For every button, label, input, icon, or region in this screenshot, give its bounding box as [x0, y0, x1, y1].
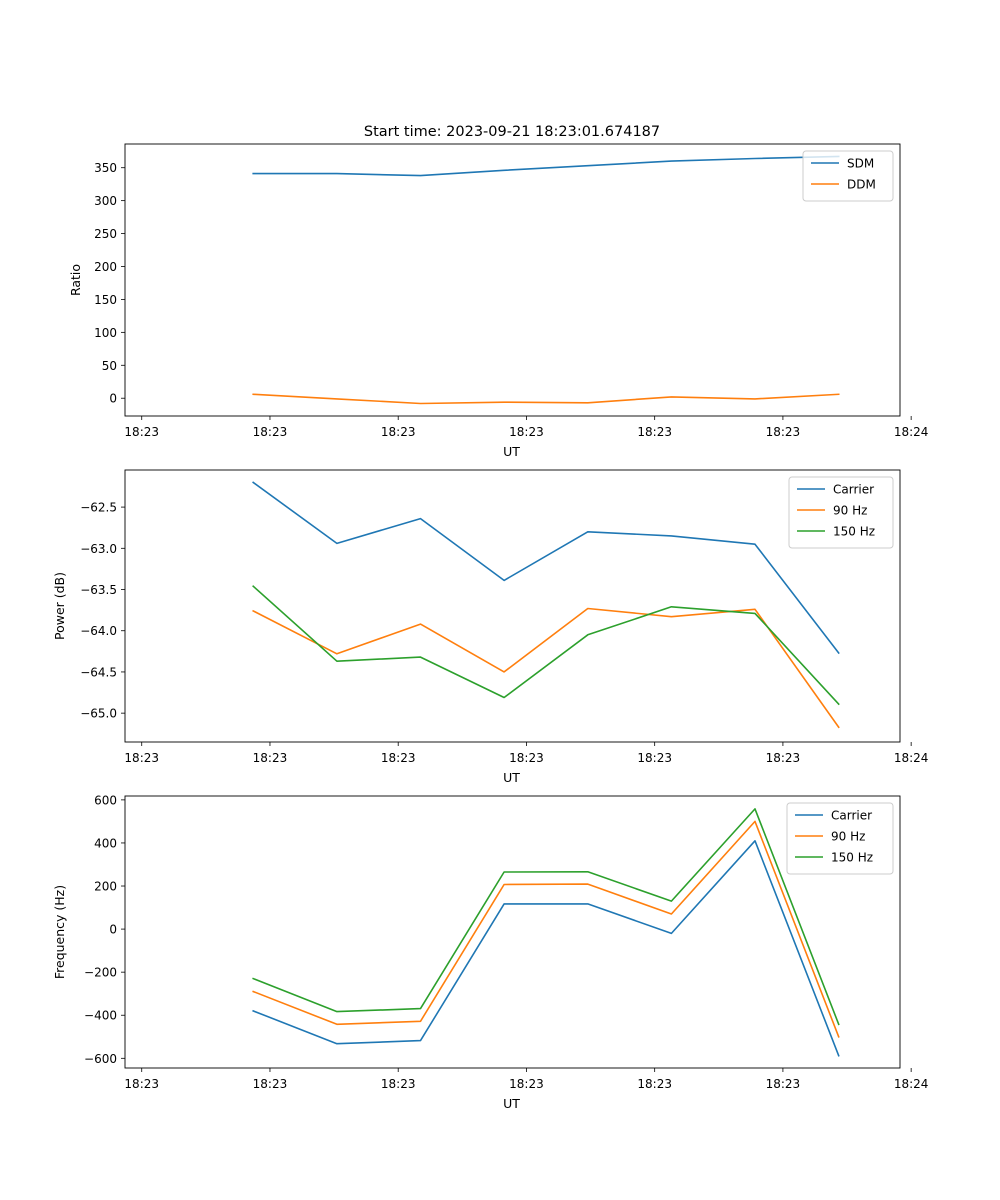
x-tick-label: 18:23 [253, 425, 288, 439]
x-tick-label: 18:23 [124, 751, 159, 765]
y-tick-label: −64.0 [80, 624, 117, 638]
series-line-sdm [252, 155, 840, 177]
x-tick-label: 18:23 [509, 751, 544, 765]
series-line-carrier [252, 839, 840, 1057]
x-tick-label: 18:23 [637, 425, 672, 439]
series-line-carrier [252, 481, 840, 655]
axes-frame [124, 469, 901, 743]
y-tick-label: 200 [94, 880, 117, 894]
legend-label: 90 Hz [831, 830, 865, 844]
x-tick-label: 18:23 [766, 1077, 801, 1091]
y-tick-label: −600 [84, 1052, 117, 1066]
axes-frame [124, 795, 901, 1069]
x-tick-label: 18:23 [124, 1077, 159, 1091]
x-tick-label: 18:23 [766, 425, 801, 439]
series-line-90-hz [252, 820, 840, 1038]
series-line-150-hz [252, 585, 840, 706]
chart-2: 18:23 18:23 18:23 18:23 18:23 18:23 18:24 −65.0… [52, 469, 929, 785]
y-tick-label: 150 [94, 293, 117, 307]
x-axis-label: UT [503, 1096, 520, 1111]
y-axis-label: Ratio [68, 264, 83, 296]
y-axis-label: Frequency (Hz) [52, 885, 67, 979]
y-tick-label: −64.5 [80, 665, 117, 679]
legend-label: SDM [847, 157, 874, 171]
legend: SDM DDM [802, 150, 894, 202]
legend-label: 90 Hz [833, 504, 867, 518]
legend-label: 150 Hz [833, 525, 875, 539]
x-axis-label: UT [503, 444, 520, 459]
x-tick-label: 18:23 [766, 751, 801, 765]
x-tick-label: 18:23 [381, 751, 416, 765]
legend: Carrier 90 Hz 150 Hz [786, 802, 894, 875]
x-tick-label: 18:23 [253, 751, 288, 765]
series-line-90-hz [252, 607, 840, 729]
series-line-150-hz [252, 808, 840, 1026]
y-tick-label: 350 [94, 161, 117, 175]
y-tick-label: 200 [94, 260, 117, 274]
legend-label: 150 Hz [831, 851, 873, 865]
y-tick-label: 400 [94, 836, 117, 850]
x-tick-label: 18:24 [894, 425, 929, 439]
y-tick-label: −400 [84, 1009, 117, 1023]
y-tick-label: 50 [102, 359, 117, 373]
legend-label: Carrier [831, 809, 872, 823]
y-tick-label: −65.0 [80, 707, 117, 721]
y-tick-label: 100 [94, 326, 117, 340]
x-tick-label: 18:23 [637, 1077, 672, 1091]
x-tick-label: 18:23 [253, 1077, 288, 1091]
y-axis-label: Power (dB) [52, 572, 67, 640]
x-axis-label: UT [503, 770, 520, 785]
x-tick-label: 18:23 [381, 425, 416, 439]
figure-title: Start time: 2023-09-21 18:23:01.674187 [364, 124, 660, 140]
x-tick-label: 18:23 [509, 1077, 544, 1091]
y-tick-label: 300 [94, 194, 117, 208]
x-tick-label: 18:24 [894, 1077, 929, 1091]
axes-frame [124, 143, 901, 417]
y-tick-label: 600 [94, 793, 117, 807]
legend-label: DDM [847, 178, 876, 192]
chart-1: 18:23 18:23 18:23 18:23 18:23 18:23 18:24 0 50 10… [68, 143, 929, 459]
y-tick-label: 250 [94, 227, 117, 241]
y-tick-label: −63.5 [80, 583, 117, 597]
series-line-ddm [252, 393, 840, 405]
x-tick-label: 18:24 [894, 751, 929, 765]
y-tick-label: −62.5 [80, 501, 117, 515]
chart-3: 18:23 18:23 18:23 18:23 18:23 18:23 18:24 −600 −… [52, 793, 928, 1111]
y-tick-label: 0 [109, 923, 117, 937]
x-tick-label: 18:23 [509, 425, 544, 439]
y-tick-label: −200 [84, 966, 117, 980]
x-tick-label: 18:23 [124, 425, 159, 439]
x-tick-label: 18:23 [381, 1077, 416, 1091]
legend: Carrier 90 Hz 150 Hz [788, 476, 894, 549]
y-tick-label: −63.0 [80, 542, 117, 556]
legend-label: Carrier [833, 483, 874, 497]
x-tick-label: 18:23 [637, 751, 672, 765]
y-tick-label: 0 [109, 392, 117, 406]
